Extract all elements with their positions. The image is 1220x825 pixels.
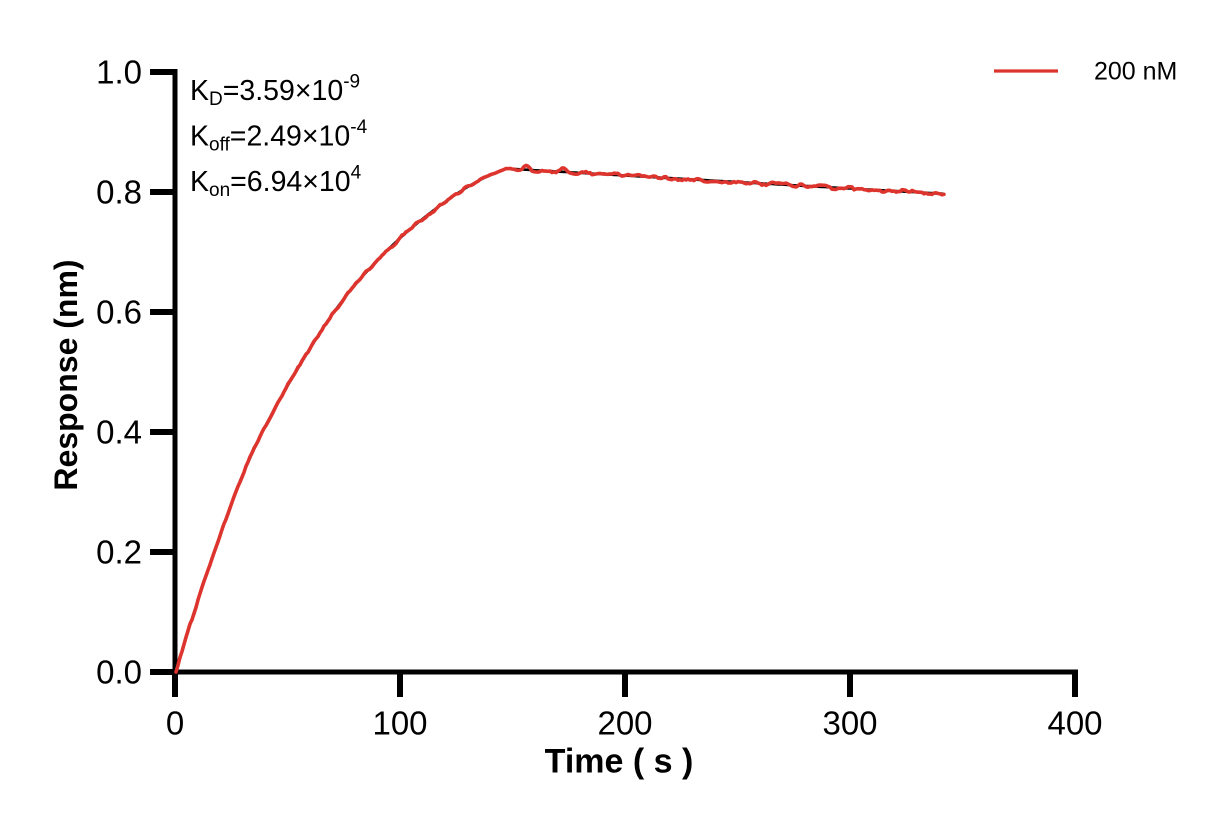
svg-text:200: 200 bbox=[597, 705, 652, 742]
svg-text:Time ( s ): Time ( s ) bbox=[545, 743, 694, 781]
svg-text:100: 100 bbox=[372, 705, 427, 742]
svg-text:300: 300 bbox=[822, 705, 877, 742]
svg-text:400: 400 bbox=[1047, 705, 1102, 742]
svg-text:0.4: 0.4 bbox=[96, 414, 142, 451]
svg-text:Koff=2.49×10-4: Koff=2.49×10-4 bbox=[190, 117, 368, 156]
svg-text:0.8: 0.8 bbox=[96, 174, 142, 211]
svg-text:200 nM: 200 nM bbox=[1094, 58, 1177, 86]
svg-text:0.2: 0.2 bbox=[96, 534, 142, 571]
svg-text:Response (nm): Response (nm) bbox=[48, 259, 84, 490]
svg-text:0.6: 0.6 bbox=[96, 294, 142, 331]
svg-text:0: 0 bbox=[166, 705, 184, 742]
svg-text:Kon=6.94×104: Kon=6.94×104 bbox=[190, 163, 362, 202]
svg-text:0.0: 0.0 bbox=[96, 654, 142, 691]
svg-text:1.0: 1.0 bbox=[96, 54, 142, 91]
